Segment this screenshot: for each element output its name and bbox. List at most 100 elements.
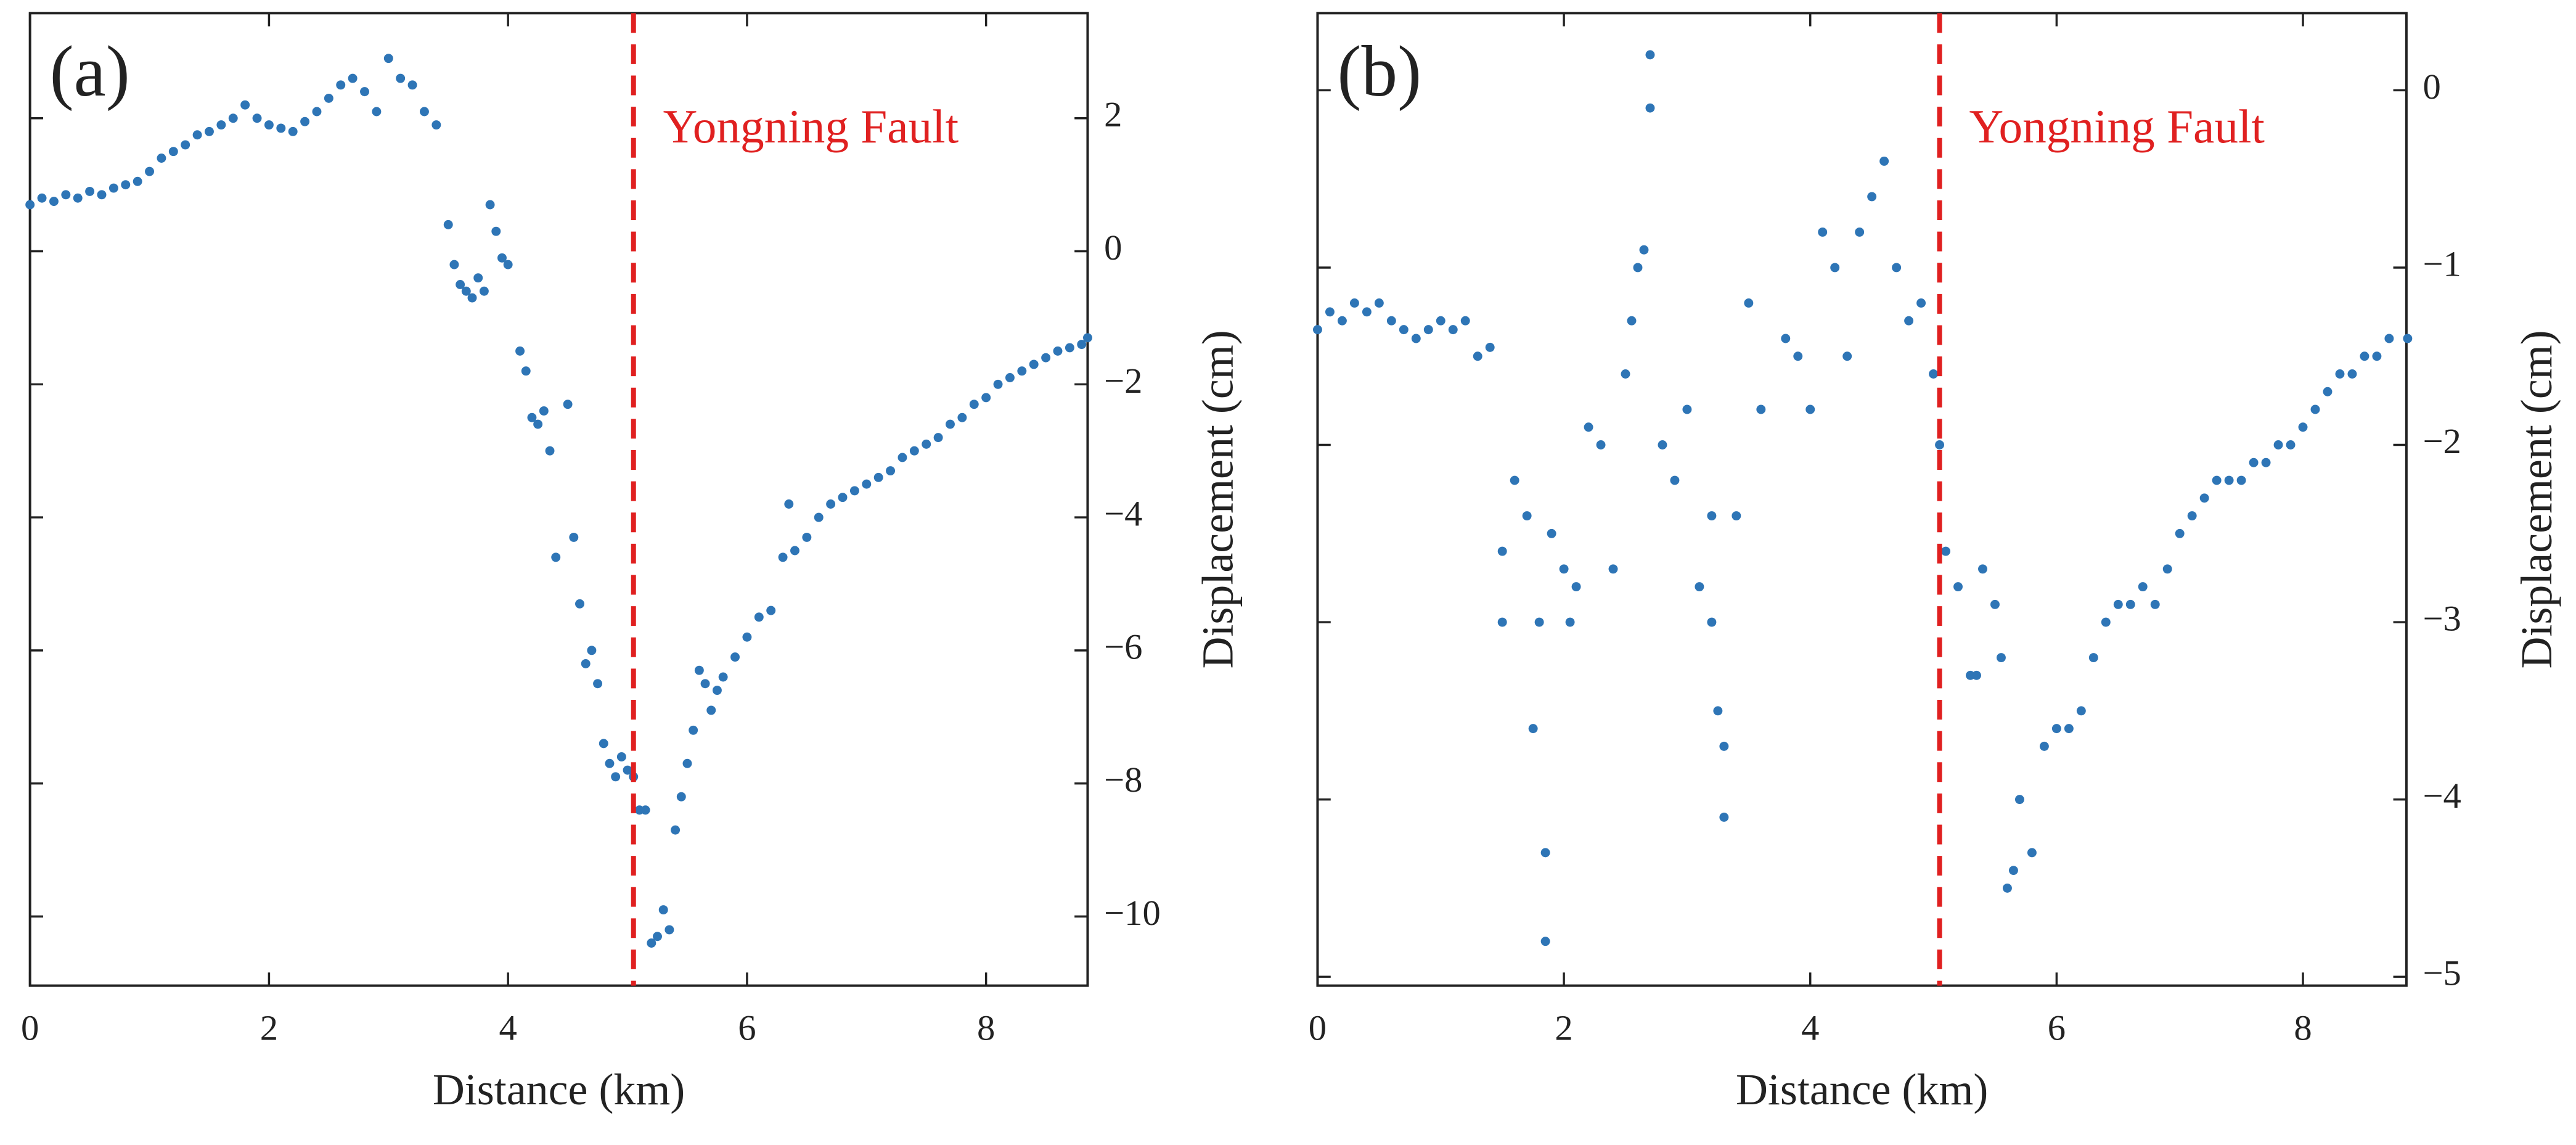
x-tick-label: 0 <box>1309 1008 1327 1048</box>
data-point <box>1633 263 1643 273</box>
data-point <box>1325 307 1335 317</box>
y-tick-label: −6 <box>1104 626 1142 667</box>
data-point <box>1929 369 1939 379</box>
data-point <box>443 220 453 229</box>
data-point <box>216 120 226 130</box>
data-point <box>533 419 543 429</box>
data-point <box>2125 599 2135 609</box>
data-point <box>754 612 764 622</box>
fault-annotation: Yongning Fault <box>663 100 959 153</box>
data-point <box>802 532 812 542</box>
data-point <box>2323 387 2333 396</box>
data-point <box>461 286 471 296</box>
data-point <box>1781 334 1791 343</box>
data-point <box>521 366 531 376</box>
data-point <box>1707 511 1717 520</box>
data-point <box>157 154 166 163</box>
data-point <box>527 412 537 422</box>
data-point <box>312 107 322 117</box>
y-axis-label: Displacement (cm) <box>2512 330 2561 668</box>
data-point <box>49 197 59 207</box>
data-point <box>1029 359 1039 369</box>
data-point <box>1510 475 1519 485</box>
data-point <box>228 113 238 123</box>
data-point <box>1017 366 1027 376</box>
data-point <box>616 752 626 761</box>
data-point <box>1805 404 1815 414</box>
data-point <box>485 200 495 210</box>
data-point <box>97 190 107 200</box>
x-tick-label: 4 <box>499 1008 517 1048</box>
data-point <box>1547 528 1556 538</box>
data-point <box>2162 564 2172 574</box>
data-point <box>1953 582 1963 592</box>
data-point <box>324 93 333 103</box>
data-point <box>1732 511 1741 520</box>
data-point <box>1522 511 1532 520</box>
data-point <box>599 739 608 749</box>
data-point <box>1830 263 1840 273</box>
data-point <box>1707 617 1717 627</box>
data-point <box>1540 848 1550 858</box>
data-point <box>348 73 358 83</box>
data-point <box>2224 475 2234 485</box>
data-point <box>1941 546 1951 556</box>
data-point <box>1855 227 1865 237</box>
data-point <box>1473 351 1482 361</box>
data-point <box>700 679 710 689</box>
y-tick-label: −8 <box>1104 760 1142 800</box>
data-point <box>682 758 692 768</box>
data-point <box>778 552 788 562</box>
data-point <box>1972 670 1981 680</box>
data-point <box>1399 325 1409 335</box>
data-point <box>276 123 286 133</box>
data-point <box>581 659 591 668</box>
data-point <box>689 725 698 735</box>
data-point <box>449 260 459 269</box>
data-point <box>497 253 507 263</box>
data-point <box>1793 351 1803 361</box>
data-point <box>742 632 752 642</box>
data-point <box>2347 369 2357 379</box>
data-point <box>2008 866 2018 876</box>
data-point <box>1719 741 1729 751</box>
data-point <box>873 472 883 482</box>
data-point <box>288 126 298 136</box>
data-point <box>933 433 943 443</box>
data-point <box>205 126 214 136</box>
data-point <box>909 446 919 456</box>
data-point <box>1565 617 1575 627</box>
data-point <box>240 100 250 110</box>
data-point <box>2298 422 2308 432</box>
data-point <box>766 605 776 615</box>
data-point <box>419 107 429 117</box>
data-point <box>1559 564 1569 574</box>
data-point <box>1695 582 1704 592</box>
y-tick-label: −4 <box>2423 776 2461 816</box>
data-point <box>957 412 967 422</box>
y-tick-label: −2 <box>1104 361 1142 401</box>
data-point <box>981 393 991 403</box>
data-point <box>2273 440 2283 449</box>
data-point <box>898 453 907 462</box>
x-tick-label: 4 <box>1801 1008 1819 1048</box>
data-point <box>969 400 979 409</box>
x-tick-label: 2 <box>1555 1008 1572 1048</box>
data-point <box>133 176 142 186</box>
data-point <box>946 419 955 429</box>
data-point <box>1608 564 1618 574</box>
data-point <box>849 486 859 496</box>
data-point <box>2113 599 2123 609</box>
data-point <box>1935 440 1945 449</box>
data-point <box>993 379 1003 389</box>
data-point <box>2212 475 2222 485</box>
data-point <box>1621 369 1630 379</box>
data-point <box>383 54 393 64</box>
data-point <box>479 286 489 296</box>
data-point <box>2249 458 2259 467</box>
data-point <box>653 932 662 942</box>
data-point <box>2150 599 2160 609</box>
data-point <box>784 499 794 509</box>
data-point <box>1744 298 1754 308</box>
x-axis-label: Distance (km) <box>1736 1065 1988 1114</box>
